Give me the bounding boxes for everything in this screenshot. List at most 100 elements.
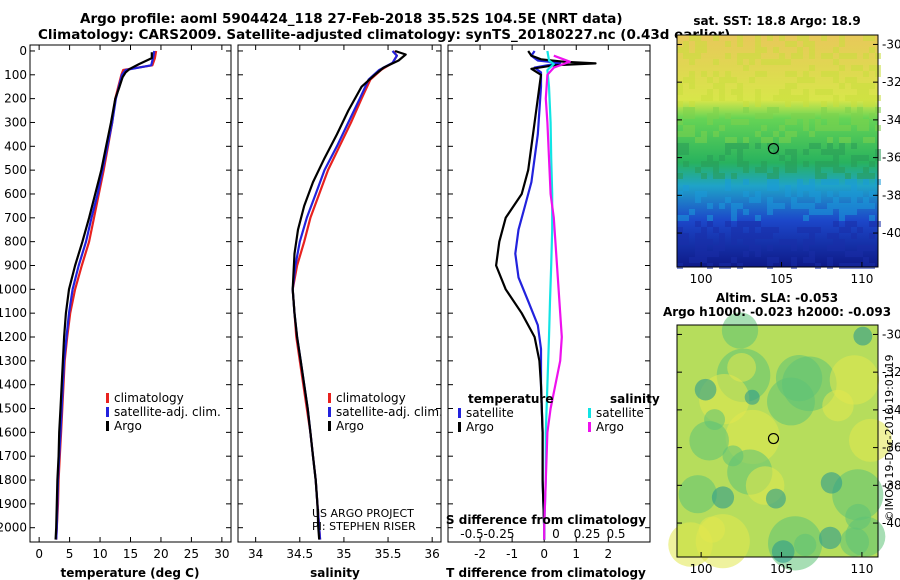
sst-pixel — [845, 263, 851, 269]
sst-pixel — [815, 197, 821, 203]
sla-blob — [794, 533, 817, 557]
sst-pixel — [707, 215, 713, 221]
salinity-xtick-label: 34.5 — [286, 547, 313, 561]
sst-pixel — [833, 167, 839, 173]
sst-pixel — [833, 161, 839, 167]
sst-pixel — [743, 191, 749, 197]
sst-pixel — [809, 239, 815, 245]
sst-pixel — [863, 167, 869, 173]
sst-pixel — [827, 245, 833, 251]
sst-pixel — [713, 59, 719, 65]
sst-pixel — [827, 257, 833, 263]
sst-pixel — [761, 233, 767, 239]
sst-pixel — [677, 227, 683, 233]
temperature-legend-swatch — [106, 407, 109, 417]
salinity-diff-tick-label: 0.5 — [606, 527, 625, 541]
sst-pixel — [833, 95, 839, 101]
sst-pixel — [713, 251, 719, 257]
sst-pixel — [797, 185, 803, 191]
sst-pixel — [695, 251, 701, 257]
sst-pixel — [695, 41, 701, 47]
depth-tick-label: 1000 — [0, 282, 27, 296]
sst-pixel — [857, 89, 863, 95]
sst-pixel — [827, 119, 833, 125]
sst-pixel — [851, 119, 857, 125]
sst-pixel — [761, 47, 767, 53]
sst-pixel — [803, 239, 809, 245]
sst-pixel — [719, 203, 725, 209]
salinity-legend-label: Argo — [336, 419, 364, 433]
sst-pixel — [677, 143, 683, 149]
sst-pixel — [749, 197, 755, 203]
sst-pixel — [677, 215, 683, 221]
sst-pixel — [851, 155, 857, 161]
salinity-diff-axis-label: S difference from climatology — [446, 513, 646, 527]
sst-pixel — [779, 53, 785, 59]
sst-pixel — [821, 107, 827, 113]
sla-blob — [694, 378, 717, 401]
sst-pixel — [755, 53, 761, 59]
sst-pixel — [773, 143, 779, 149]
sst-pixel — [719, 83, 725, 89]
sst-pixel — [815, 161, 821, 167]
sst-pixel — [713, 35, 719, 41]
sst-pixel — [869, 101, 875, 107]
sst-pixel — [839, 245, 845, 251]
sst-pixel — [737, 89, 743, 95]
sst-pixel — [761, 71, 767, 77]
sst-pixel — [815, 209, 821, 215]
sst-pixel — [755, 113, 761, 119]
sst-pixel — [863, 137, 869, 143]
sst-pixel — [833, 77, 839, 83]
sst-pixel — [815, 227, 821, 233]
sst-pixel — [797, 113, 803, 119]
sst-pixel — [683, 239, 689, 245]
sst-pixel — [791, 161, 797, 167]
sst-pixel — [725, 71, 731, 77]
sst-pixel — [785, 239, 791, 245]
sst-pixel — [743, 251, 749, 257]
sla-blob — [845, 503, 872, 530]
sst-pixel — [695, 35, 701, 41]
sla-blob — [849, 418, 893, 462]
sst-pixel — [803, 185, 809, 191]
sst-pixel — [857, 203, 863, 209]
sst-pixel — [695, 239, 701, 245]
sst-pixel — [809, 251, 815, 257]
sst-pixel — [725, 185, 731, 191]
sst-pixel — [731, 209, 737, 215]
depth-tick-label: 2000 — [0, 521, 27, 535]
sst-pixel — [701, 137, 707, 143]
sst-pixel — [857, 65, 863, 71]
sst-pixel — [689, 35, 695, 41]
sst-pixel — [827, 179, 833, 185]
sst-pixel — [767, 107, 773, 113]
sla-blob — [721, 312, 759, 349]
sst-pixel — [731, 203, 737, 209]
sst-pixel — [821, 149, 827, 155]
sst-pixel — [869, 221, 875, 227]
sst-pixel — [869, 191, 875, 197]
sst-pixel — [755, 245, 761, 251]
sst-pixel — [833, 71, 839, 77]
imos-credit: ©IMOS 19-Dec-2018 19:01:19 — [883, 355, 896, 522]
diff-legend-temperature-swatch — [458, 408, 461, 418]
sst-pixel — [863, 257, 869, 263]
sst-pixel — [701, 245, 707, 251]
sst-pixel — [737, 59, 743, 65]
sst-pixel — [785, 191, 791, 197]
sst-pixel — [857, 251, 863, 257]
diff-legend-temperature-label: Argo — [466, 420, 494, 434]
sst-pixel — [755, 233, 761, 239]
sst-pixel — [743, 107, 749, 113]
sst-pixel — [737, 263, 743, 269]
sst-pixel — [677, 149, 683, 155]
sst-pixel — [719, 173, 725, 179]
sst-pixel — [869, 245, 875, 251]
sst-pixel — [683, 185, 689, 191]
sst-map-title: sat. SST: 18.8 Argo: 18.9 — [693, 14, 860, 28]
depth-tick-label: 200 — [4, 92, 27, 106]
sst-pixel — [755, 197, 761, 203]
sla-blob — [820, 472, 843, 494]
diff-legend-salinity-label: satellite — [596, 406, 644, 420]
